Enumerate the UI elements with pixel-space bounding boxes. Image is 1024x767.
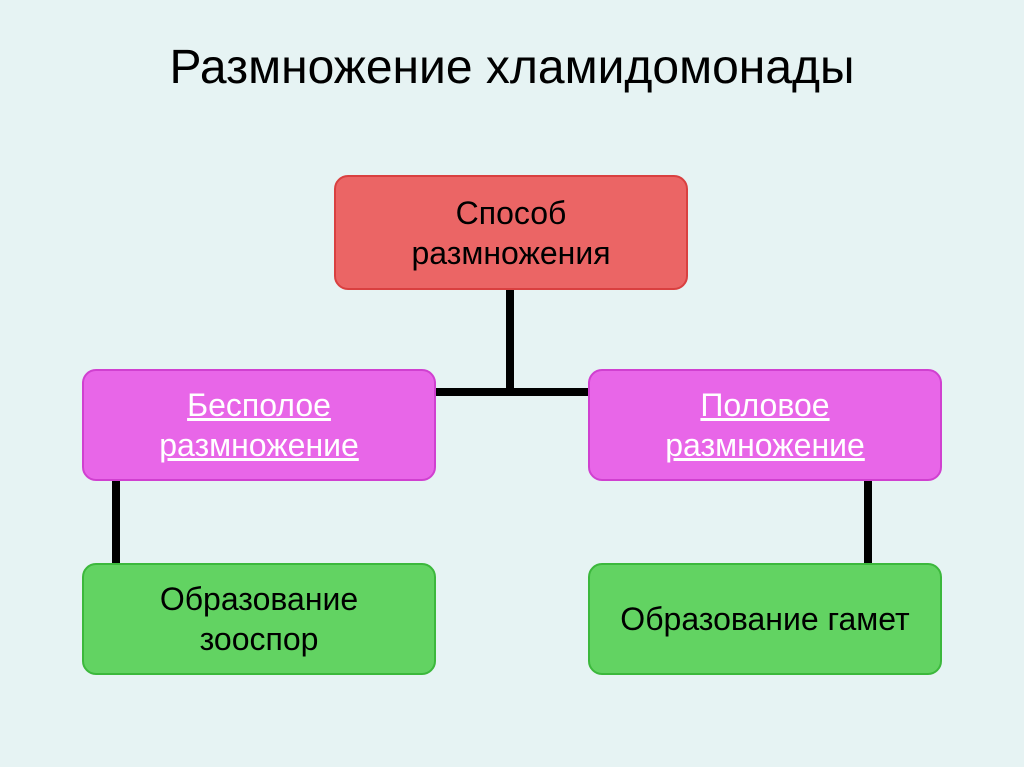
page-title: Размножение хламидомонады: [0, 0, 1024, 95]
diagram-container: Способ размножения Бесполое размножение …: [0, 115, 1024, 735]
node-root-label: Способ размножения: [356, 193, 666, 273]
node-left-mid: Бесполое размножение: [82, 369, 436, 481]
node-right-leaf: Образование гамет: [588, 563, 942, 675]
node-right-leaf-label: Образование гамет: [620, 599, 909, 639]
node-root: Способ размножения: [334, 175, 688, 290]
node-left-mid-label: Бесполое размножение: [104, 385, 414, 465]
node-left-leaf-label: Образование зооспор: [104, 579, 414, 659]
node-right-mid: Половое размножение: [588, 369, 942, 481]
node-right-mid-label: Половое размножение: [610, 385, 920, 465]
node-left-leaf: Образование зооспор: [82, 563, 436, 675]
connector-root-down: [506, 290, 514, 392]
